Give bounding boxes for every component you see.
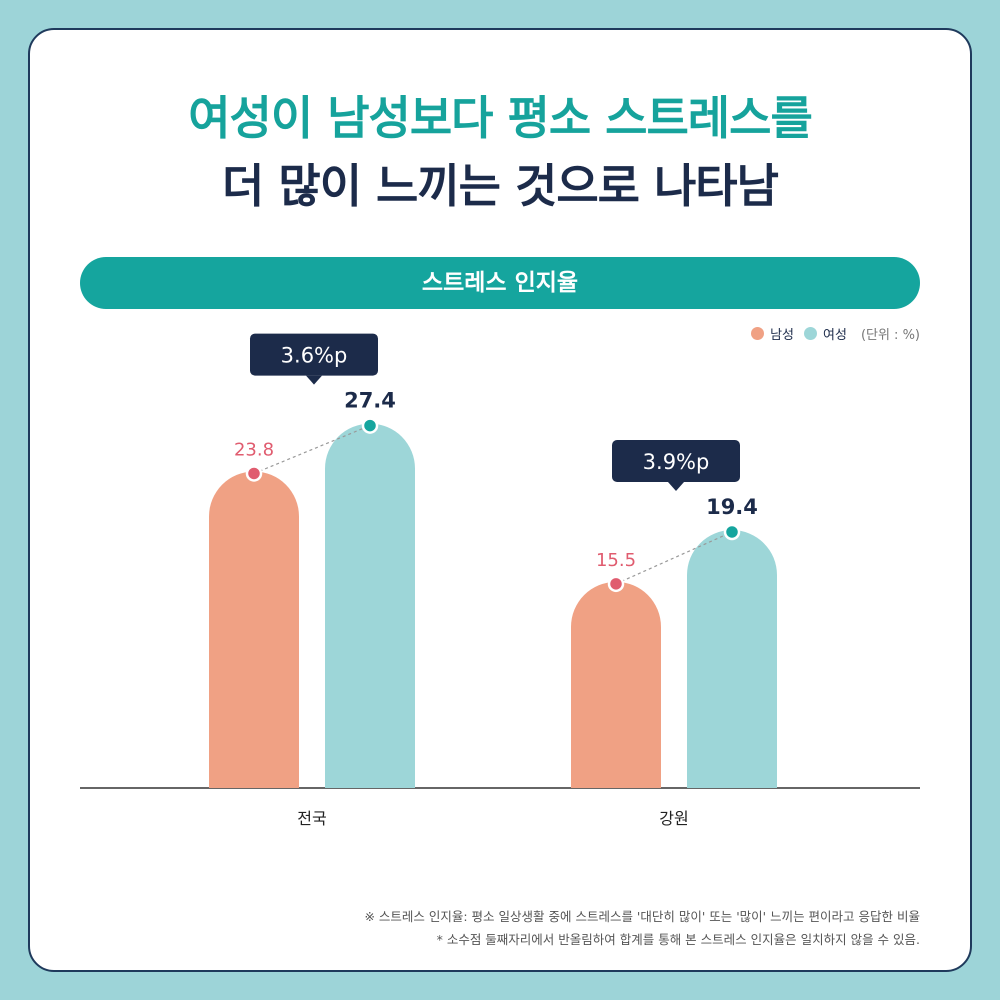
legend: 남성 여성 (단위 : %) [751, 324, 920, 343]
callout-box-0 [250, 333, 378, 376]
bar-1-1 [687, 530, 777, 788]
bar-0-1 [325, 423, 415, 788]
category-label-1: 강원 [659, 809, 688, 828]
data-point-0-0 [245, 465, 263, 482]
diff-line-0 [253, 425, 371, 475]
headline-line-2: 더 많이 느끼는 것으로 나타남 [222, 159, 779, 213]
callout-box-1 [612, 439, 740, 482]
callout-pointer-1 [668, 481, 684, 491]
category-label-0: 전국 [297, 809, 326, 828]
value-label-1-1: 19.4 [706, 495, 758, 519]
data-point-1-1 [723, 523, 741, 541]
unit-label: (단위 : %) [860, 328, 920, 343]
value-label-0-1: 27.4 [344, 389, 396, 413]
card [28, 28, 972, 972]
footnote-definition: ※ 스트레스 인지율: 평소 일상생활 중에 스트레스를 '대단히 많이' 또는… [364, 909, 920, 924]
bar-0-0 [209, 471, 299, 788]
difference-label-0: 3.6%p [281, 344, 348, 368]
footnote-rounding: * 소수점 둘째자리에서 반올림하여 합계를 통해 본 스트레스 인지율은 일치… [436, 932, 920, 947]
bar-1-0 [571, 581, 661, 788]
data-point-0-1 [361, 417, 379, 434]
data-point-1-0 [607, 575, 625, 593]
difference-label-1: 3.9%p [643, 450, 710, 474]
value-label-0-0: 23.8 [234, 439, 274, 460]
value-label-1-0: 15.5 [596, 550, 636, 571]
callout-pointer-0 [306, 375, 322, 385]
chart-title: 스트레스 인지율 [80, 257, 920, 309]
legend-swatch-male [751, 327, 765, 340]
legend-label-female: 여성 [823, 328, 847, 343]
legend-swatch-female [804, 327, 818, 340]
headline-line-1: 여성이 남성보다 평소 스트레스를 [188, 91, 813, 145]
legend-label-male: 남성 [770, 328, 795, 343]
